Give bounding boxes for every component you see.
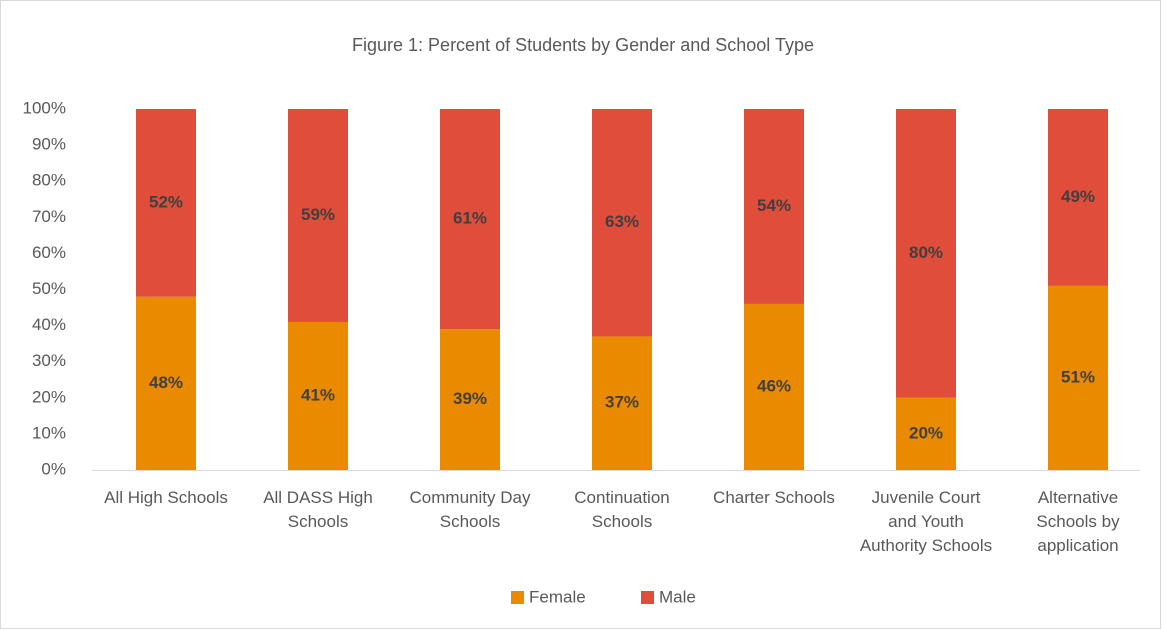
- y-tick-label: 90%: [32, 135, 66, 154]
- y-tick-label: 50%: [32, 279, 66, 298]
- data-label: 41%: [301, 385, 335, 404]
- bar-segment: [288, 321, 348, 470]
- bar-segment: [136, 109, 196, 297]
- y-tick-label: 80%: [32, 171, 66, 190]
- bar-segment: [896, 109, 956, 398]
- x-tick-label: All High Schools: [104, 488, 228, 507]
- bar-segment: [1048, 285, 1108, 470]
- y-tick-label: 100%: [23, 98, 66, 117]
- data-label: 39%: [453, 389, 487, 408]
- bar-segment: [440, 329, 500, 470]
- y-tick-label: 60%: [32, 243, 66, 262]
- data-label: 63%: [605, 212, 639, 231]
- bar-segment: [440, 109, 500, 330]
- y-tick-label: 0%: [41, 459, 66, 478]
- data-label: 49%: [1061, 187, 1095, 206]
- x-tick-label: Charter Schools: [713, 488, 835, 507]
- data-label: 46%: [757, 376, 791, 395]
- y-tick-label: 70%: [32, 207, 66, 226]
- chart-title: Figure 1: Percent of Students by Gender …: [352, 35, 814, 55]
- data-label: 48%: [149, 373, 183, 392]
- x-tick-label: Alternative Schools by application: [1036, 488, 1120, 555]
- bar-segment: [1048, 109, 1108, 286]
- x-tick-label: Community Day Schools: [409, 488, 531, 531]
- data-label: 59%: [301, 205, 335, 224]
- legend-swatch: [511, 591, 524, 604]
- legend-swatch: [641, 591, 654, 604]
- bar-segment: [744, 303, 804, 470]
- data-label: 37%: [605, 393, 639, 412]
- bar-segment: [592, 336, 652, 470]
- bar-segment: [896, 397, 956, 470]
- y-tick-label: 40%: [32, 315, 66, 334]
- y-tick-label: 30%: [32, 351, 66, 370]
- data-label: 80%: [909, 243, 943, 262]
- x-tick-label: Juvenile Court and Youth Authority Schoo…: [859, 488, 993, 555]
- data-label: 54%: [757, 196, 791, 215]
- legend-label: Male: [659, 587, 696, 606]
- data-label: 61%: [453, 209, 487, 228]
- data-label: 20%: [909, 423, 943, 442]
- bar-segment: [744, 109, 804, 304]
- y-tick-label: 20%: [32, 387, 66, 406]
- legend-label: Female: [529, 587, 586, 606]
- data-label: 51%: [1061, 367, 1095, 386]
- bar-segment: [288, 109, 348, 322]
- x-tick-label: Continuation Schools: [574, 488, 670, 531]
- x-tick-label: All DASS High Schools: [263, 488, 373, 531]
- y-tick-label: 10%: [32, 423, 66, 442]
- bar-segment: [592, 109, 652, 337]
- data-label: 52%: [149, 192, 183, 211]
- bar-segment: [136, 296, 196, 470]
